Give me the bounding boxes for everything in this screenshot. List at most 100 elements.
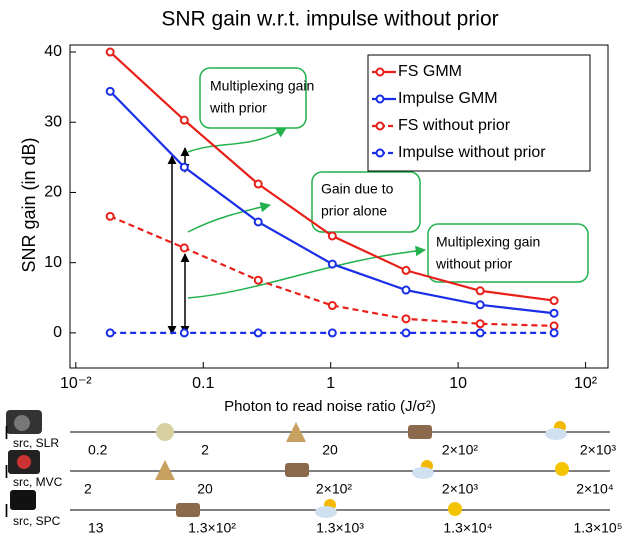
data-point — [475, 300, 485, 310]
annotation-text: prior alone — [321, 203, 387, 219]
legend-marker — [375, 148, 385, 158]
sunset-icon — [286, 422, 306, 442]
data-point — [475, 286, 485, 296]
x-axis-label: Photon to read noise ratio (J/σ²) — [224, 398, 436, 415]
data-point — [105, 86, 115, 96]
couch-icon — [408, 425, 432, 439]
row-label: 2×10³ — [580, 442, 617, 458]
y-tick-label: 30 — [44, 113, 62, 130]
row-label: 2 — [201, 442, 209, 458]
row-subscript: src, SPC — [13, 514, 61, 528]
row-symbol: I — [4, 501, 9, 521]
row-subscript: src, MVC — [13, 475, 63, 489]
sun-icon — [448, 502, 462, 516]
data-point — [179, 243, 189, 253]
row-label: 20 — [197, 481, 213, 497]
legend-label: Impulse without prior — [398, 144, 546, 161]
data-point — [327, 301, 337, 311]
legend-marker — [375, 94, 385, 104]
camera-icon — [14, 415, 30, 431]
row-label: 2×10² — [442, 442, 479, 458]
data-point — [327, 328, 337, 338]
data-point — [179, 162, 189, 172]
legend-marker — [375, 67, 385, 77]
legend-marker — [375, 121, 385, 131]
y-tick-label: 20 — [44, 184, 62, 201]
row-subscript: src, SLR — [13, 436, 59, 450]
legend-box — [367, 54, 591, 172]
cloud-icon — [315, 506, 337, 518]
data-point — [475, 328, 485, 338]
data-point — [105, 211, 115, 221]
x-tick-label: 1 — [326, 375, 335, 392]
data-point — [475, 319, 485, 329]
annotation-box — [427, 223, 589, 283]
scale-lines — [70, 431, 610, 511]
row-symbol: I — [4, 423, 9, 443]
data-point — [253, 328, 263, 338]
row-symbol: I — [4, 462, 9, 482]
couch-icon — [176, 503, 200, 517]
legend-label: FS without prior — [398, 117, 511, 134]
legend-label: Impulse GMM — [398, 90, 498, 107]
sunset-icon — [155, 460, 175, 480]
x-tick-label: 10 — [449, 375, 467, 392]
data-point — [401, 265, 411, 275]
data-point — [549, 296, 559, 306]
annotation-text: with prior — [209, 100, 267, 116]
row-label: 2×10³ — [442, 481, 479, 497]
row-label: 2×10⁴ — [576, 481, 614, 497]
annotation-arrow — [187, 202, 272, 233]
data-point — [549, 308, 559, 318]
annotation-box — [199, 67, 307, 129]
chart-title: SNR gain w.r.t. impulse without prior — [161, 8, 498, 31]
y-tick-label: 10 — [44, 254, 62, 271]
annotation-box — [311, 171, 421, 233]
row-label: 2 — [84, 481, 92, 497]
x-tick-label: 10² — [574, 375, 598, 392]
row-label: 1.3×10⁵ — [573, 520, 622, 536]
row-label: 0.2 — [88, 442, 108, 458]
row-label: 2×10² — [316, 481, 353, 497]
row-label: 1.3×10⁴ — [443, 520, 492, 536]
data-point — [401, 328, 411, 338]
annotation-text: Gain due to — [321, 181, 394, 197]
row-label: 1.3×10³ — [316, 520, 364, 536]
data-point — [327, 259, 337, 269]
moon-icon — [156, 423, 174, 441]
annotation-text: without prior — [435, 256, 513, 272]
camera-icon — [10, 490, 36, 510]
legend-label: FS GMM — [398, 63, 462, 80]
camera-icon — [17, 455, 31, 469]
y-tick-label: 0 — [53, 324, 62, 341]
couch-icon — [285, 463, 309, 477]
y-axis-label: SNR gain (in dB) — [19, 137, 39, 272]
row-label: 1.3×10² — [188, 520, 236, 536]
data-point — [401, 314, 411, 324]
data-point — [327, 231, 337, 241]
data-point — [401, 285, 411, 295]
cloud-icon — [545, 428, 567, 440]
data-point — [253, 217, 263, 227]
data-point — [179, 115, 189, 125]
row-label: 13 — [88, 520, 104, 536]
y-tick-label: 40 — [44, 43, 62, 60]
sun-icon — [555, 462, 569, 476]
annotation-text: Multiplexing gain — [436, 234, 540, 250]
data-point — [549, 328, 559, 338]
x-tick-label: 10⁻² — [60, 375, 92, 392]
data-point — [549, 321, 559, 331]
data-point — [179, 328, 189, 338]
annotation-arrow — [187, 127, 287, 153]
cloud-icon — [412, 467, 434, 479]
plot-frame — [69, 44, 609, 369]
annotation-arrow — [187, 245, 427, 299]
icons — [6, 410, 569, 518]
data-point — [105, 47, 115, 57]
data-point — [105, 328, 115, 338]
data-point — [253, 179, 263, 189]
x-tick-label: 0.1 — [192, 375, 214, 392]
row-label: 20 — [322, 442, 338, 458]
data-point — [253, 275, 263, 285]
